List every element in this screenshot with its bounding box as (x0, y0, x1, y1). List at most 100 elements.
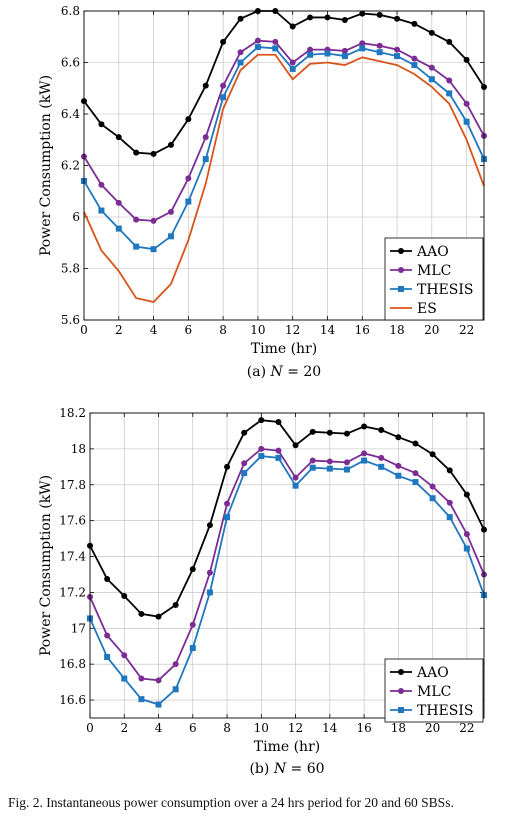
data-point (98, 207, 105, 214)
y-tick-label: 5.6 (61, 313, 80, 327)
data-point (167, 233, 174, 240)
legend-label: MLC (417, 263, 451, 279)
series-mlc (81, 37, 487, 224)
data-point (292, 474, 299, 481)
series-aao (87, 417, 487, 620)
legend-marker (398, 669, 404, 675)
x-tick-label: 12 (288, 721, 303, 735)
data-point (138, 675, 145, 682)
x-tick-label: 16 (355, 323, 370, 337)
data-point (395, 434, 402, 441)
x-tick-label: 2 (115, 323, 123, 337)
x-tick-label: 10 (250, 323, 265, 337)
data-point (309, 464, 316, 471)
data-point (446, 499, 453, 506)
data-point (98, 121, 105, 128)
y-tick-label: 6.6 (61, 56, 80, 70)
data-point (138, 696, 145, 703)
data-point (272, 45, 279, 52)
data-point (237, 49, 244, 56)
figure-charts: 0 2 4 6 8 10 12 14 16 18 20 225.65.866.26.46.66.8Ti… (38, 4, 487, 777)
series-line-aao (89, 419, 485, 618)
data-point (189, 645, 196, 652)
x-tick-label: 0 (80, 323, 88, 337)
data-point (446, 467, 453, 474)
data-point (189, 566, 196, 573)
y-axis-label: Power Consumption (kW) (38, 475, 54, 656)
data-point (121, 652, 128, 659)
data-point (411, 55, 418, 62)
data-point (155, 613, 162, 620)
data-point (394, 15, 401, 22)
legend-label: THESIS (417, 282, 473, 298)
data-point (463, 56, 470, 63)
y-tick-label: 6.8 (61, 4, 80, 18)
data-point (359, 45, 366, 52)
data-point (463, 100, 470, 107)
y-tick-label: 6.2 (61, 159, 80, 173)
plot-frame (89, 412, 485, 719)
data-point (394, 53, 401, 60)
y-axis-label: Power Consumption (kW) (38, 75, 54, 256)
data-point (185, 198, 192, 205)
data-point (324, 50, 331, 57)
data-point (428, 64, 435, 71)
data-point (237, 59, 244, 66)
legend-label: THESIS (417, 703, 473, 719)
data-point (429, 483, 436, 490)
data-point (463, 118, 470, 125)
data-point (224, 463, 231, 470)
data-point (185, 116, 192, 123)
y-tick-label: 17.4 (59, 550, 86, 564)
x-tick-label: 20 (424, 323, 439, 337)
data-point (206, 589, 213, 596)
data-point (104, 575, 111, 582)
data-point (289, 23, 296, 30)
data-point (254, 44, 261, 51)
data-point (115, 225, 122, 232)
data-point (133, 149, 140, 156)
data-point (376, 49, 383, 56)
subcaption: (a) N = 20 (247, 364, 321, 380)
y-tick-label: 17.8 (59, 478, 86, 492)
data-point (411, 20, 418, 27)
data-point (429, 495, 436, 502)
x-tick-label: 10 (254, 721, 269, 735)
data-point (275, 454, 282, 461)
series-mlc (87, 445, 487, 684)
x-tick-label: 14 (320, 323, 336, 337)
series-thesis (81, 44, 487, 253)
legend-label: AAO (416, 665, 449, 681)
x-tick-label: 6 (189, 721, 197, 735)
data-point (326, 458, 333, 465)
y-tick-label: 17 (71, 621, 86, 635)
data-point (167, 208, 174, 215)
data-point (309, 428, 316, 435)
data-point (292, 442, 299, 449)
y-tick-label: 17.2 (59, 585, 86, 599)
y-tick-label: 18.2 (59, 406, 86, 420)
data-point (446, 514, 453, 521)
data-point (202, 156, 209, 163)
x-tick-label: 6 (185, 323, 193, 337)
data-point (463, 531, 470, 538)
x-tick-label: 16 (356, 721, 371, 735)
series-line-es (83, 53, 485, 303)
x-tick-label: 20 (425, 721, 440, 735)
data-point (378, 454, 385, 461)
data-point (254, 37, 261, 44)
legend-label: MLC (417, 684, 451, 700)
legend-marker (398, 248, 404, 254)
data-point (309, 457, 316, 464)
data-point (115, 134, 122, 141)
legend-marker (398, 707, 404, 713)
data-point (376, 42, 383, 49)
subcaption: (b) N = 60 (249, 761, 324, 777)
data-point (446, 90, 453, 97)
x-tick-label: 4 (155, 721, 163, 735)
data-point (220, 82, 227, 89)
data-point (395, 472, 402, 479)
data-point (167, 141, 174, 148)
data-point (185, 175, 192, 182)
y-tick-label: 16.6 (59, 693, 86, 707)
